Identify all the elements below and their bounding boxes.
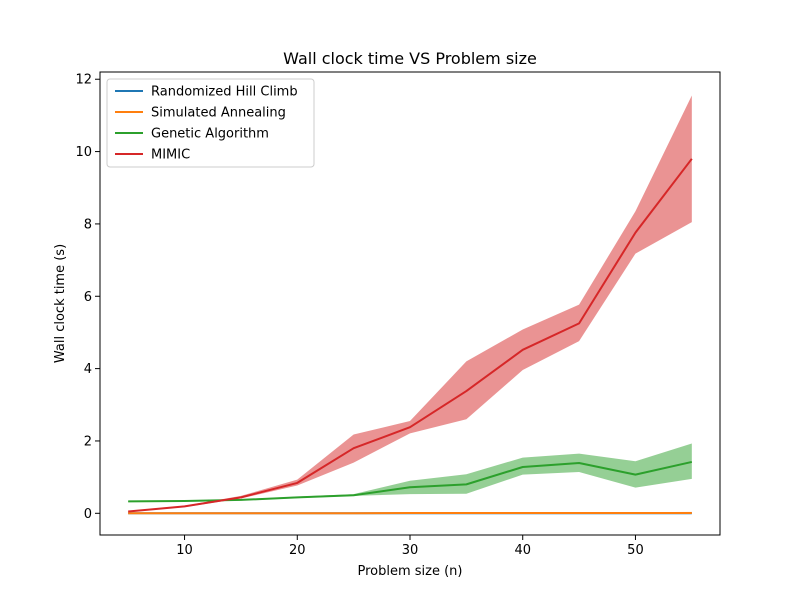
series-lines: [128, 158, 693, 515]
x-axis-ticks: 10 20 30 40 50: [176, 535, 644, 558]
band-mimic: [128, 95, 692, 512]
x-tick-label: 40: [514, 543, 531, 558]
x-tick-label: 10: [176, 543, 193, 558]
y-tick-label: 12: [75, 73, 92, 88]
y-tick-label: 0: [84, 507, 92, 522]
y-tick-label: 2: [84, 434, 92, 449]
chart-title: Wall clock time VS Problem size: [283, 49, 537, 68]
y-axis-label: Wall clock time (s): [53, 244, 68, 363]
y-tick-label: 6: [84, 290, 92, 305]
x-axis-label: Problem size (n): [357, 564, 462, 579]
legend-label-mimic: MIMIC: [151, 148, 190, 163]
legend-label-randomized-hill-climb: Randomized Hill Climb: [151, 85, 298, 100]
x-tick-label: 20: [289, 543, 306, 558]
y-axis-ticks: 0 2 4 6 8 10 12: [75, 73, 100, 522]
y-tick-label: 8: [84, 217, 92, 232]
legend-label-simulated-annealing: Simulated Annealing: [151, 106, 286, 121]
line-mimic: [128, 158, 693, 513]
legend: Randomized Hill Climb Simulated Annealing…: [106, 78, 315, 168]
x-tick-label: 30: [402, 543, 419, 558]
y-tick-label: 10: [75, 145, 92, 160]
y-tick-label: 4: [84, 362, 92, 377]
legend-box: [106, 78, 315, 168]
band-genetic-algorithm: [128, 443, 692, 502]
legend-label-genetic-algorithm: Genetic Algorithm: [151, 127, 269, 142]
x-tick-label: 50: [627, 543, 644, 558]
